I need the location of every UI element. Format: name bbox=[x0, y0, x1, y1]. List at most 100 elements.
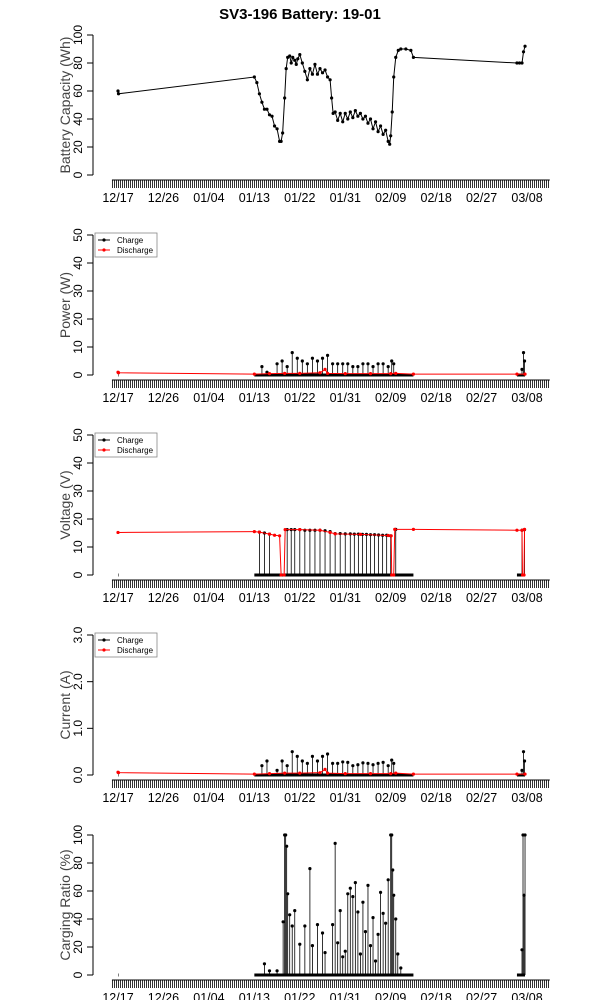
data-point bbox=[363, 930, 368, 934]
data-point bbox=[257, 92, 261, 96]
x-tick-label: 01/13 bbox=[239, 791, 270, 805]
y-tick-label: 0.0 bbox=[71, 766, 85, 783]
data-point bbox=[523, 372, 527, 376]
x-tick-label: 01/31 bbox=[330, 591, 361, 605]
data-point bbox=[515, 372, 519, 376]
data-point bbox=[396, 952, 400, 956]
data-point bbox=[356, 114, 360, 118]
data-point bbox=[281, 131, 285, 135]
data-point bbox=[392, 573, 396, 577]
x-tick-band bbox=[111, 580, 550, 588]
data-point bbox=[366, 362, 370, 366]
data-point bbox=[515, 772, 519, 776]
data-point bbox=[351, 895, 355, 899]
data-point bbox=[384, 128, 388, 132]
y-tick-label: 40 bbox=[71, 256, 85, 270]
x-tick-label: 02/09 bbox=[375, 791, 406, 805]
data-point bbox=[411, 55, 416, 60]
data-point bbox=[298, 53, 302, 57]
y-tick-label: 20 bbox=[71, 140, 85, 154]
data-point bbox=[303, 69, 307, 73]
data-point bbox=[331, 761, 335, 765]
data-point bbox=[368, 117, 373, 121]
data-point bbox=[328, 78, 332, 82]
x-tick-label: 03/08 bbox=[511, 391, 542, 405]
data-point bbox=[376, 761, 380, 765]
data-point bbox=[392, 761, 396, 765]
data-point bbox=[272, 533, 277, 537]
data-point bbox=[320, 71, 325, 75]
data-point bbox=[371, 763, 375, 767]
data-point bbox=[285, 844, 289, 848]
series-line bbox=[117, 368, 526, 375]
y-tick-label: 80 bbox=[71, 856, 85, 870]
data-point bbox=[386, 878, 390, 882]
data-point bbox=[520, 367, 524, 371]
y-tick-label: 20 bbox=[71, 940, 85, 954]
data-point bbox=[358, 532, 362, 537]
x-tick-label: 01/22 bbox=[284, 991, 315, 1000]
y-axis-label: Battery Capacity (Wh) bbox=[57, 37, 73, 174]
data-point bbox=[300, 359, 304, 363]
data-point bbox=[333, 110, 337, 114]
panel-3: 0.0 1.0 2.0 3.0 Current (A) 12/17 12/26 01/04 01… bbox=[57, 626, 550, 805]
x-tick-label: 01/04 bbox=[193, 791, 224, 805]
x-tick-label: 02/09 bbox=[375, 991, 406, 1000]
legend-marker bbox=[102, 238, 106, 242]
data-point bbox=[388, 142, 392, 146]
data-point bbox=[300, 61, 304, 65]
data-point bbox=[255, 81, 259, 85]
data-point bbox=[376, 130, 380, 134]
data-point bbox=[280, 759, 284, 763]
x-tick-label: 02/27 bbox=[466, 791, 497, 805]
data-point bbox=[288, 54, 292, 58]
data-point bbox=[325, 771, 330, 775]
y-tick-label: 1.0 bbox=[71, 720, 85, 737]
data-point bbox=[116, 771, 121, 775]
data-point bbox=[376, 362, 380, 366]
data-point bbox=[522, 759, 527, 763]
data-point bbox=[336, 941, 340, 945]
x-tick-label: 12/17 bbox=[102, 191, 133, 205]
data-point bbox=[348, 110, 352, 114]
y-axis-label: Power (W) bbox=[57, 272, 73, 338]
data-point bbox=[260, 100, 264, 104]
data-point bbox=[315, 359, 320, 363]
legend-label: Charge bbox=[117, 436, 144, 445]
data-point bbox=[523, 44, 527, 48]
x-tick-label: 02/18 bbox=[421, 591, 452, 605]
data-point bbox=[386, 764, 390, 768]
data-point bbox=[390, 359, 394, 363]
data-point bbox=[341, 120, 345, 124]
data-point bbox=[361, 761, 365, 765]
data-point bbox=[265, 370, 269, 374]
data-point bbox=[366, 883, 370, 888]
data-point bbox=[336, 761, 340, 765]
data-point bbox=[358, 952, 362, 956]
series-line bbox=[117, 528, 526, 576]
data-point bbox=[265, 107, 269, 111]
panel-4: 0 20 40 60 80 100 Carging Ratio (%) 12/17 12/26 0… bbox=[57, 825, 550, 1000]
data-point bbox=[328, 530, 332, 535]
data-point bbox=[343, 949, 347, 953]
y-tick-label: 0 bbox=[71, 371, 85, 378]
chart-title: SV3-196 Battery: 19-01 bbox=[219, 6, 381, 23]
data-point bbox=[252, 372, 256, 376]
data-point bbox=[381, 760, 385, 765]
data-point bbox=[361, 900, 365, 904]
legend-label: Discharge bbox=[117, 246, 154, 255]
data-point bbox=[391, 868, 395, 872]
data-point bbox=[283, 771, 287, 775]
data-point bbox=[315, 759, 320, 763]
data-point bbox=[338, 909, 342, 913]
data-point bbox=[520, 768, 524, 772]
x-tick-label: 02/18 bbox=[421, 791, 452, 805]
x-tick-label: 01/22 bbox=[284, 791, 315, 805]
x-tick-label: 01/04 bbox=[193, 991, 224, 1000]
data-point bbox=[389, 372, 393, 376]
data-point bbox=[361, 362, 365, 366]
x-tick-label: 02/27 bbox=[466, 591, 497, 605]
data-point bbox=[295, 356, 299, 360]
data-point bbox=[351, 116, 355, 120]
y-tick-label: 100 bbox=[71, 825, 85, 845]
